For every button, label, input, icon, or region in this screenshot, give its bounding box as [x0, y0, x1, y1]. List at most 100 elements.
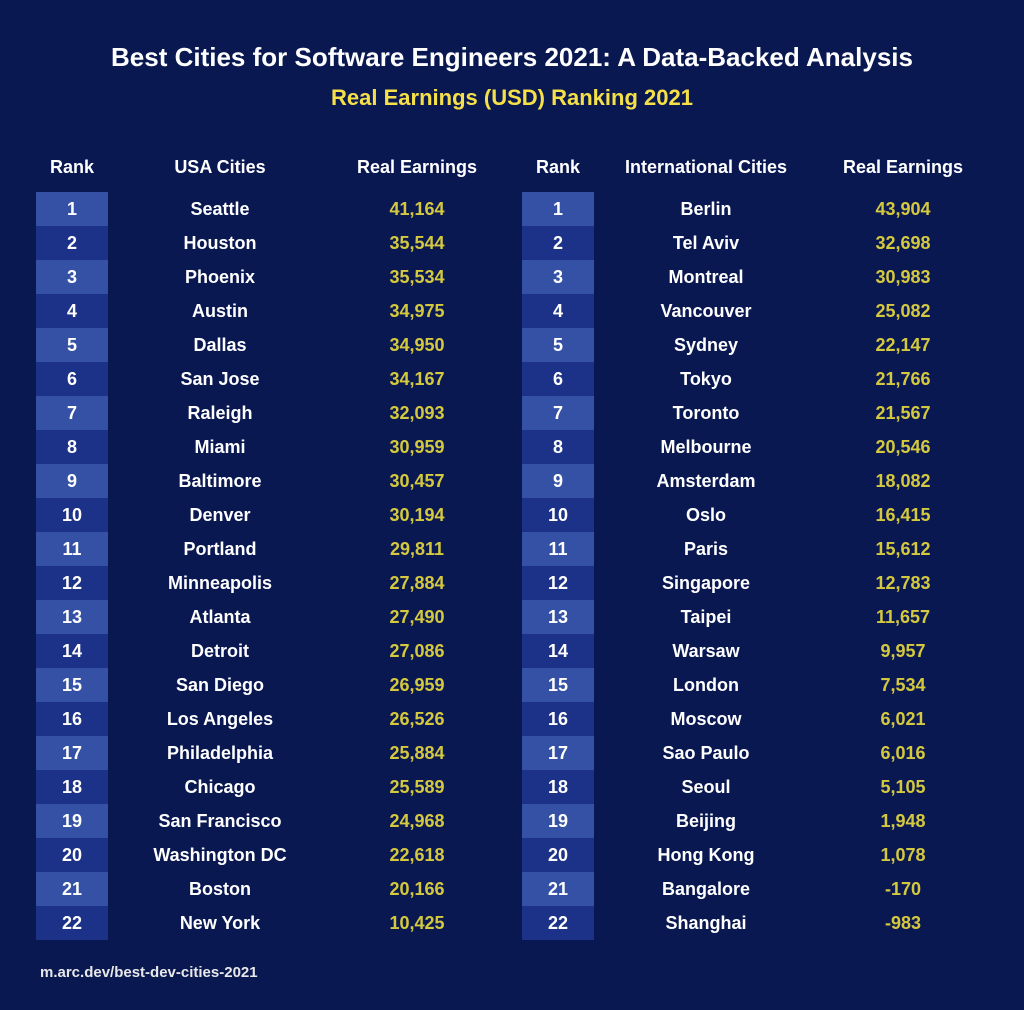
cell-earn: 22,618 [332, 845, 502, 866]
cell-earn: 22,147 [818, 335, 988, 356]
table-row: 18Seoul5,105 [522, 770, 988, 804]
cell-earn: 30,959 [332, 437, 502, 458]
table-row: 1Berlin43,904 [522, 192, 988, 226]
table-row: 21Bangalore-170 [522, 872, 988, 906]
table-row: 4Austin34,975 [36, 294, 502, 328]
table-row: 17Sao Paulo6,016 [522, 736, 988, 770]
cell-earn: -170 [818, 879, 988, 900]
cell-earn: 21,567 [818, 403, 988, 424]
cell-earn: 43,904 [818, 199, 988, 220]
cell-earn: 12,783 [818, 573, 988, 594]
cell-city: Tel Aviv [594, 233, 818, 254]
cell-rank: 2 [522, 226, 594, 260]
cell-city: Vancouver [594, 301, 818, 322]
intl-table-header: Rank International Cities Real Earnings [522, 141, 988, 192]
table-row: 13Taipei11,657 [522, 600, 988, 634]
table-row: 9Baltimore30,457 [36, 464, 502, 498]
cell-city: Melbourne [594, 437, 818, 458]
cell-rank: 7 [522, 396, 594, 430]
cell-city: Toronto [594, 403, 818, 424]
cell-earn: 1,078 [818, 845, 988, 866]
table-row: 6Tokyo21,766 [522, 362, 988, 396]
table-row: 8Melbourne20,546 [522, 430, 988, 464]
cell-rank: 8 [36, 430, 108, 464]
table-row: 11Paris15,612 [522, 532, 988, 566]
cell-rank: 21 [36, 872, 108, 906]
table-row: 3Phoenix35,534 [36, 260, 502, 294]
cell-earn: 16,415 [818, 505, 988, 526]
table-row: 22Shanghai-983 [522, 906, 988, 940]
cell-earn: 41,164 [332, 199, 502, 220]
cell-city: Beijing [594, 811, 818, 832]
page-subtitle: Real Earnings (USD) Ranking 2021 [30, 85, 994, 111]
cell-city: Montreal [594, 267, 818, 288]
cell-earn: 1,948 [818, 811, 988, 832]
table-row: 8Miami30,959 [36, 430, 502, 464]
cell-earn: 26,959 [332, 675, 502, 696]
cell-city: San Francisco [108, 811, 332, 832]
table-row: 9Amsterdam18,082 [522, 464, 988, 498]
cell-earn: 35,544 [332, 233, 502, 254]
cell-rank: 15 [36, 668, 108, 702]
cell-rank: 3 [36, 260, 108, 294]
cell-earn: 10,425 [332, 913, 502, 934]
cell-rank: 5 [522, 328, 594, 362]
table-row: 15London7,534 [522, 668, 988, 702]
usa-table: Rank USA Cities Real Earnings 1Seattle41… [36, 141, 502, 940]
cell-city: Los Angeles [108, 709, 332, 730]
cell-earn: 24,968 [332, 811, 502, 832]
cell-rank: 17 [36, 736, 108, 770]
cell-rank: 18 [36, 770, 108, 804]
table-row: 7Toronto21,567 [522, 396, 988, 430]
cell-rank: 16 [36, 702, 108, 736]
cell-city: London [594, 675, 818, 696]
table-row: 5Dallas34,950 [36, 328, 502, 362]
usa-header-earn: Real Earnings [332, 157, 502, 178]
cell-earn: 30,983 [818, 267, 988, 288]
cell-rank: 21 [522, 872, 594, 906]
cell-city: Portland [108, 539, 332, 560]
cell-city: Detroit [108, 641, 332, 662]
cell-rank: 1 [36, 192, 108, 226]
cell-city: Denver [108, 505, 332, 526]
cell-city: Moscow [594, 709, 818, 730]
table-row: 14Warsaw9,957 [522, 634, 988, 668]
cell-city: Chicago [108, 777, 332, 798]
cell-city: Singapore [594, 573, 818, 594]
cell-rank: 12 [36, 566, 108, 600]
cell-earn: 27,490 [332, 607, 502, 628]
cell-earn: 20,546 [818, 437, 988, 458]
table-row: 12Minneapolis27,884 [36, 566, 502, 600]
table-row: 10Oslo16,415 [522, 498, 988, 532]
cell-rank: 14 [522, 634, 594, 668]
table-row: 16Moscow6,021 [522, 702, 988, 736]
cell-earn: 15,612 [818, 539, 988, 560]
table-row: 19Beijing1,948 [522, 804, 988, 838]
cell-rank: 9 [36, 464, 108, 498]
cell-city: Minneapolis [108, 573, 332, 594]
table-row: 3Montreal30,983 [522, 260, 988, 294]
cell-earn: 30,194 [332, 505, 502, 526]
cell-earn: 34,975 [332, 301, 502, 322]
cell-rank: 3 [522, 260, 594, 294]
intl-header-city: International Cities [594, 157, 818, 178]
table-row: 21Boston20,166 [36, 872, 502, 906]
cell-earn: 32,093 [332, 403, 502, 424]
cell-rank: 7 [36, 396, 108, 430]
cell-rank: 22 [36, 906, 108, 940]
table-row: 17Philadelphia25,884 [36, 736, 502, 770]
cell-earn: 34,167 [332, 369, 502, 390]
intl-header-earn: Real Earnings [818, 157, 988, 178]
cell-rank: 9 [522, 464, 594, 498]
cell-rank: 19 [522, 804, 594, 838]
cell-rank: 13 [36, 600, 108, 634]
cell-city: Sao Paulo [594, 743, 818, 764]
cell-earn: 5,105 [818, 777, 988, 798]
cell-rank: 8 [522, 430, 594, 464]
cell-city: Raleigh [108, 403, 332, 424]
cell-city: Austin [108, 301, 332, 322]
cell-earn: -983 [818, 913, 988, 934]
cell-rank: 14 [36, 634, 108, 668]
cell-rank: 18 [522, 770, 594, 804]
cell-city: Seoul [594, 777, 818, 798]
